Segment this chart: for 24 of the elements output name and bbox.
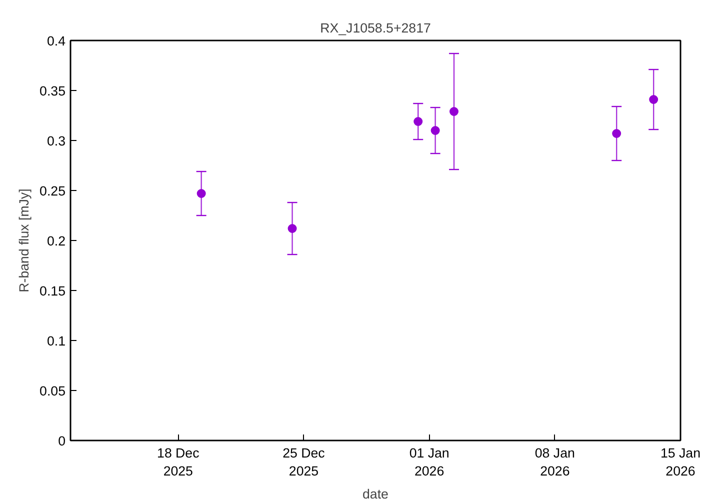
y-tick-label: 0.2	[46, 234, 66, 248]
x-tick-label: 18 Dec 2025	[157, 446, 200, 478]
point	[612, 129, 622, 138]
y-tick-label: 0	[58, 434, 66, 448]
point	[196, 189, 206, 198]
point	[288, 224, 297, 233]
x-axis-title: date	[362, 486, 388, 502]
y-tick-label: 0.1	[46, 334, 66, 348]
x-tick-label: 08 Jan 2026	[534, 446, 575, 478]
y-tick-label: 0.3	[46, 134, 66, 148]
x-tick-label: 01 Jan 2026	[409, 446, 450, 478]
x-tick-label: 25 Dec 2025	[282, 446, 326, 478]
y-tick-label: 0.15	[40, 284, 66, 298]
chart-title: RX_J1058.5+2817	[320, 20, 431, 36]
y-axis-title: R-band flux [mJy]	[16, 188, 32, 292]
y-tick-label: 0.25	[40, 184, 66, 198]
point	[414, 117, 423, 126]
point	[449, 107, 458, 116]
y-tick-label: 0.05	[40, 384, 66, 398]
y-tick-label: 0.35	[40, 84, 66, 98]
x-tick-label: 15 Jan 2026	[660, 446, 701, 478]
point	[649, 95, 658, 104]
y-tick-label: 0.4	[46, 34, 66, 48]
point	[430, 126, 440, 135]
